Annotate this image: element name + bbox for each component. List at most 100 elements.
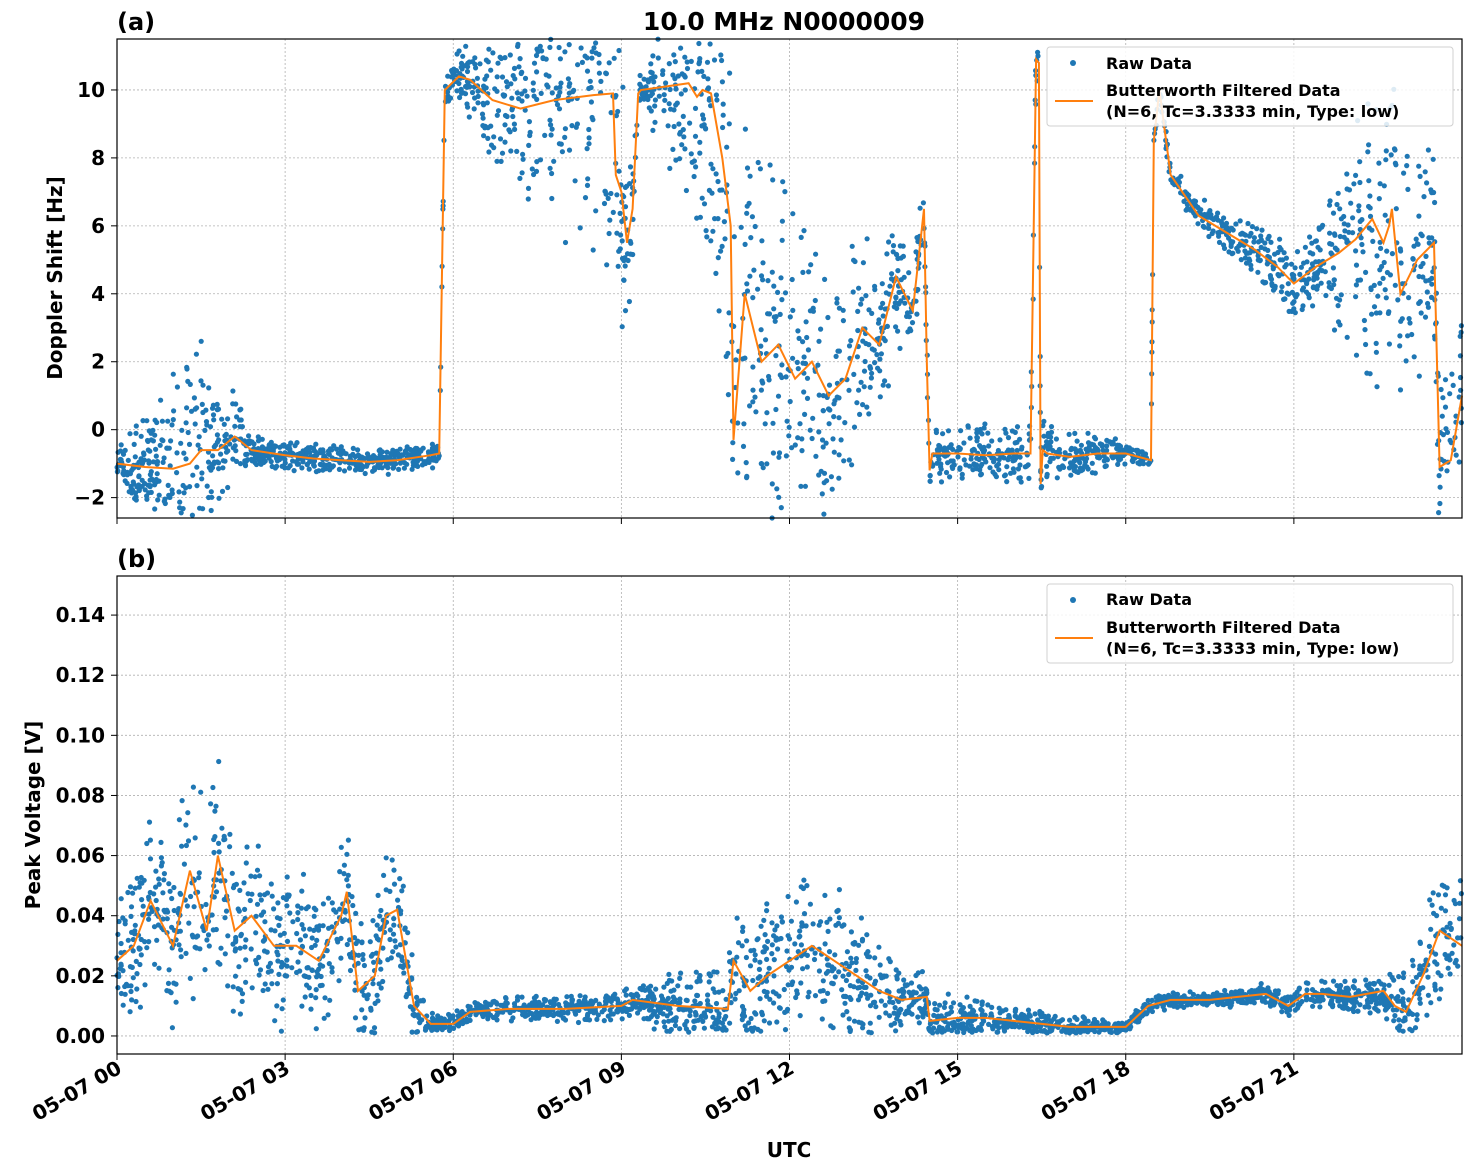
raw-data-point (133, 958, 139, 965)
raw-data-point (687, 1012, 693, 1019)
raw-data-point (347, 967, 354, 974)
raw-data-point (727, 1020, 733, 1026)
raw-data-point (1160, 1003, 1166, 1009)
raw-data-point (462, 63, 468, 69)
raw-data-point (508, 81, 514, 87)
raw-data-point (856, 285, 862, 291)
raw-data-point (1417, 939, 1423, 945)
raw-data-point (888, 276, 895, 282)
raw-data-point (818, 326, 824, 332)
raw-data-point (1206, 233, 1212, 240)
raw-data-point (1050, 455, 1056, 461)
raw-data-point (1001, 1028, 1008, 1034)
raw-data-point (562, 126, 569, 132)
raw-data-point (1357, 1002, 1363, 1008)
raw-data-point (1251, 239, 1257, 245)
raw-data-point (1425, 147, 1431, 153)
raw-data-point (582, 53, 588, 59)
raw-data-point (831, 401, 837, 407)
raw-data-point (1012, 1007, 1019, 1013)
raw-data-point (770, 450, 777, 456)
raw-data-point (1368, 285, 1374, 291)
raw-data-point (122, 478, 128, 484)
raw-data-point (960, 1021, 966, 1027)
raw-data-point (897, 345, 903, 351)
raw-data-point (137, 961, 143, 968)
raw-data-point (974, 998, 980, 1004)
raw-data-point (700, 112, 706, 118)
raw-data-point (971, 462, 977, 468)
raw-data-point (649, 70, 655, 76)
raw-data-point (499, 150, 506, 156)
raw-data-point (1414, 241, 1420, 247)
raw-data-point (691, 1024, 697, 1030)
raw-data-point (694, 992, 701, 999)
raw-data-point (708, 103, 714, 109)
raw-data-point (400, 883, 406, 889)
raw-data-point (1048, 434, 1054, 440)
raw-data-point (617, 246, 623, 252)
raw-data-point (861, 384, 867, 390)
raw-data-point (1108, 1029, 1115, 1035)
raw-data-point (608, 110, 614, 116)
raw-data-point (938, 479, 945, 485)
raw-data-point (803, 319, 809, 325)
raw-data-point (325, 895, 332, 901)
raw-data-point (269, 463, 275, 470)
raw-data-point (530, 80, 536, 86)
raw-data-point (1370, 238, 1376, 244)
raw-data-point (154, 937, 160, 943)
raw-data-point (738, 224, 744, 230)
raw-data-point (280, 895, 286, 901)
raw-data-point (390, 949, 396, 955)
raw-data-point (1452, 901, 1458, 907)
raw-data-point (780, 179, 786, 185)
raw-data-point (1178, 173, 1184, 179)
raw-data-point (1074, 438, 1080, 444)
raw-data-point (720, 988, 726, 994)
raw-data-point (254, 961, 260, 967)
raw-data-point (291, 468, 297, 474)
raw-data-point (679, 142, 685, 148)
raw-data-point (1435, 970, 1441, 976)
raw-data-point (213, 889, 220, 895)
raw-data-point (147, 477, 153, 483)
raw-data-point (1154, 1004, 1160, 1010)
raw-data-point (746, 1020, 752, 1026)
raw-data-point (547, 165, 553, 171)
raw-data-point (1292, 310, 1298, 316)
raw-data-point (1447, 391, 1453, 397)
raw-data-point (688, 151, 694, 157)
raw-data-point (876, 1014, 882, 1020)
raw-data-point (940, 431, 946, 437)
raw-data-point (978, 471, 985, 477)
raw-data-point (1444, 468, 1450, 474)
raw-data-point (195, 442, 201, 448)
raw-data-point (739, 1012, 746, 1018)
raw-data-point (147, 856, 154, 862)
raw-data-point (1094, 1019, 1100, 1026)
raw-data-point (637, 72, 643, 79)
raw-data-point (350, 902, 356, 909)
raw-data-point (684, 997, 690, 1004)
raw-data-point (945, 991, 951, 997)
raw-data-point (529, 1011, 535, 1017)
raw-data-point (1444, 924, 1450, 930)
raw-data-point (230, 885, 237, 891)
raw-data-point (764, 461, 770, 467)
raw-data-point (118, 442, 124, 448)
raw-data-point (872, 999, 878, 1005)
raw-data-point (652, 97, 659, 103)
raw-data-point (397, 942, 403, 948)
raw-data-point (179, 798, 185, 804)
raw-data-point (846, 387, 852, 393)
raw-data-point (1392, 282, 1398, 288)
raw-data-point (187, 484, 193, 490)
raw-data-point (1310, 1003, 1316, 1009)
raw-data-point (776, 936, 782, 942)
raw-data-point (863, 968, 869, 974)
raw-data-point (225, 983, 231, 989)
raw-data-point (171, 907, 177, 914)
raw-data-point (429, 1010, 435, 1016)
